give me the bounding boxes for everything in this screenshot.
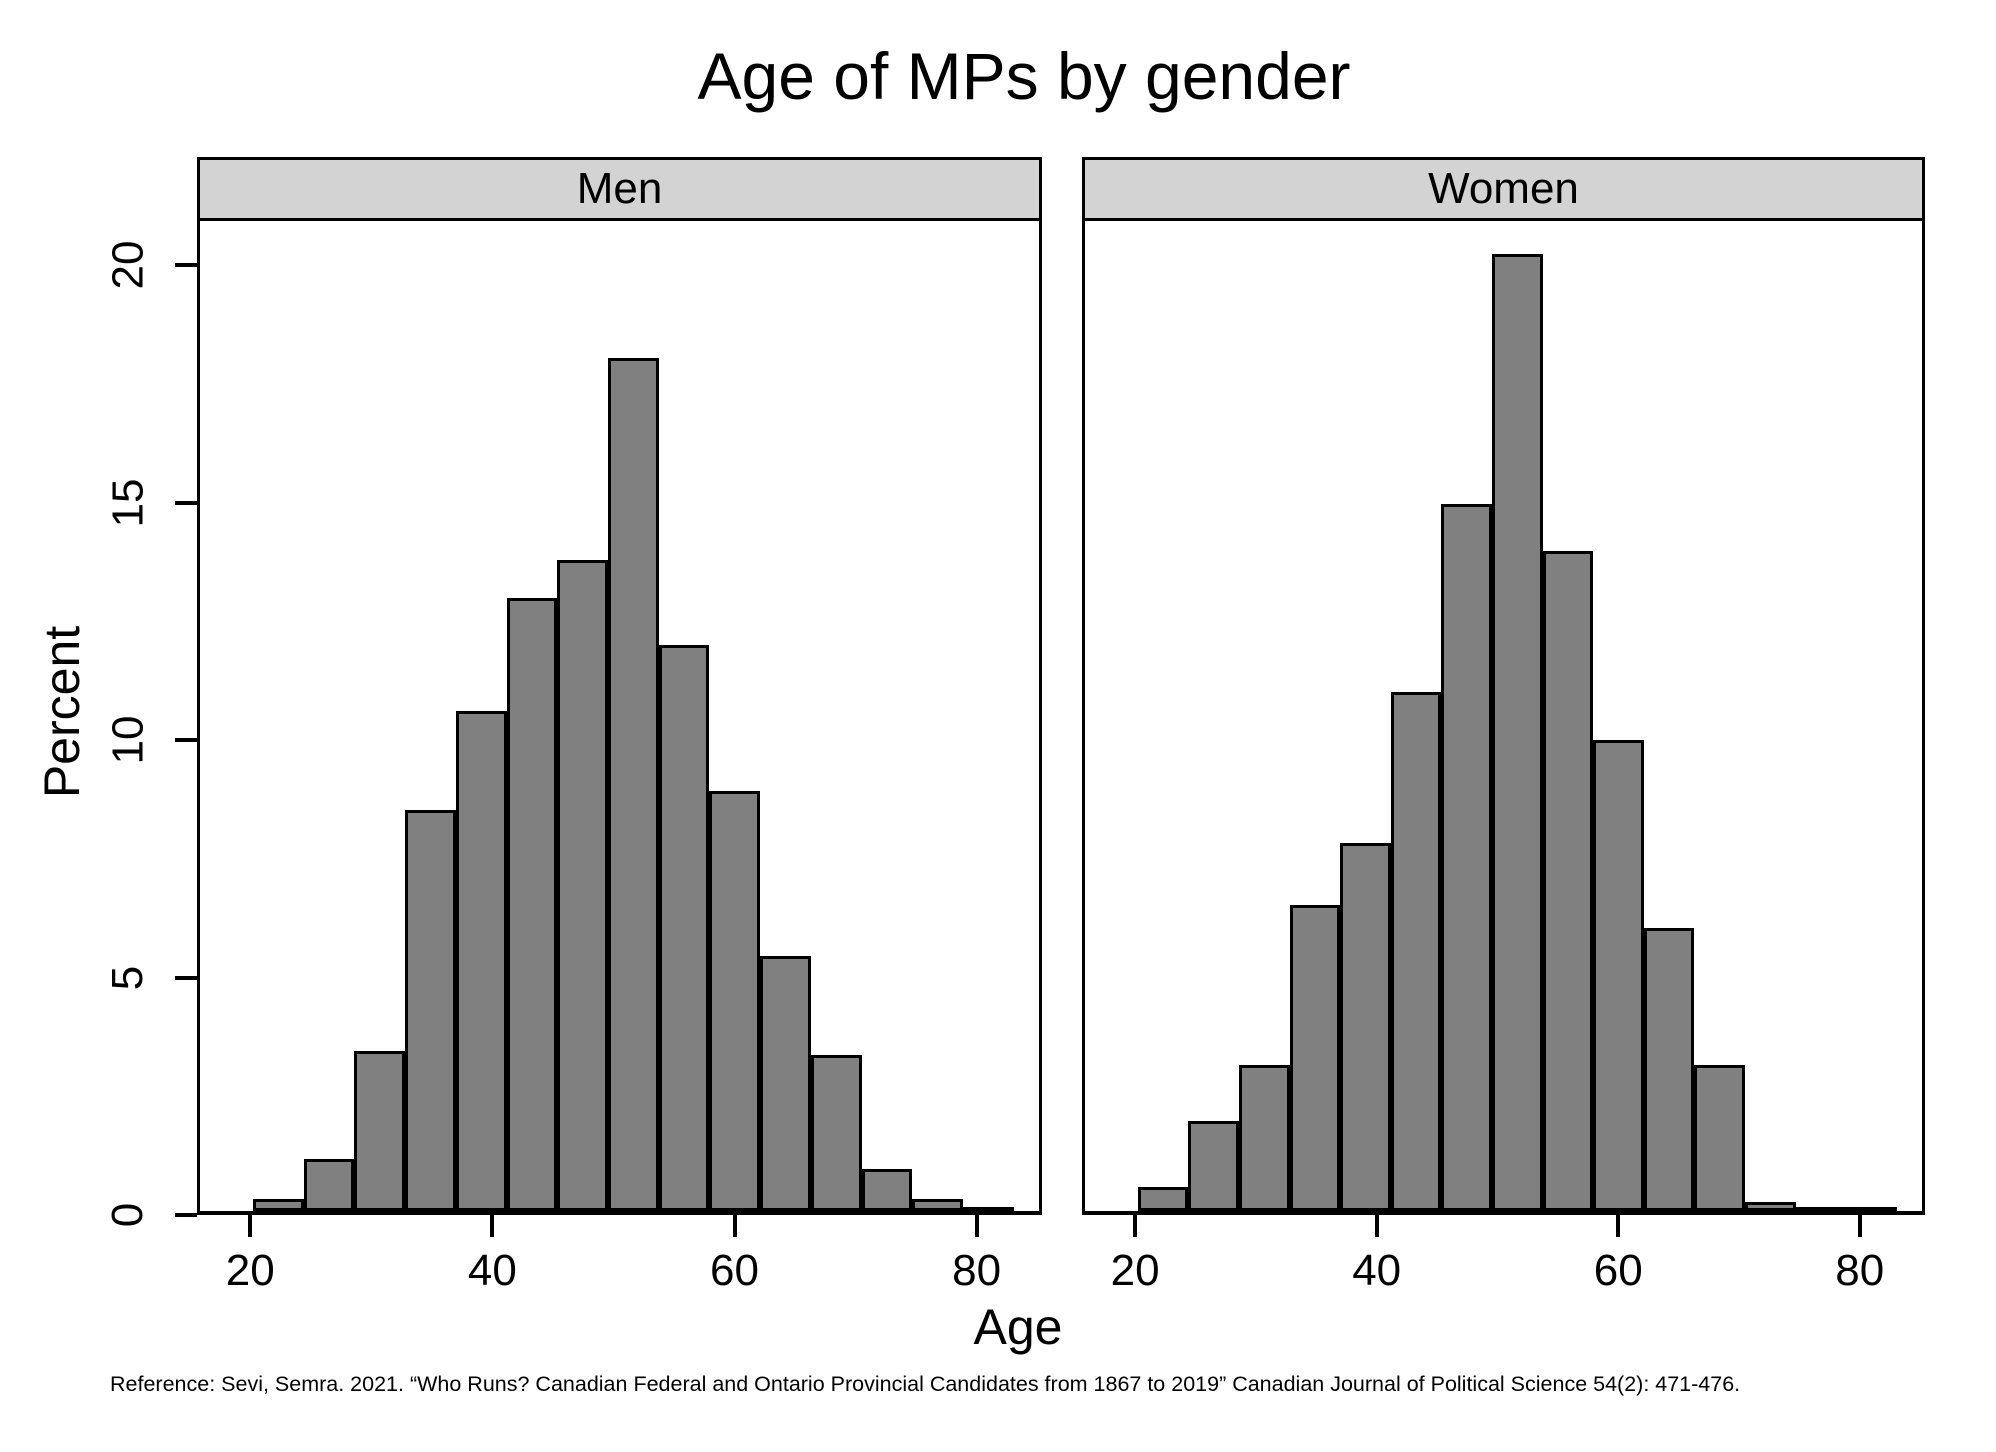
chart-title: Age of MPs by gender	[697, 39, 1351, 113]
x-tick-label: 60	[1593, 1246, 1643, 1295]
histogram-bar	[1846, 1207, 1897, 1211]
x-tick-label: 80	[1835, 1246, 1885, 1295]
y-tick-label: 10	[102, 715, 152, 765]
histogram-bar	[1390, 692, 1442, 1211]
histogram-bar	[658, 645, 710, 1211]
x-tick-label: 40	[467, 1246, 517, 1295]
histogram-bar	[1745, 1201, 1796, 1211]
histogram-bar	[861, 1168, 913, 1211]
facet-plot-men	[197, 218, 1042, 1215]
x-tick	[490, 1215, 495, 1237]
histogram-bar	[1542, 551, 1594, 1211]
histogram-bar	[303, 1159, 355, 1211]
y-tick	[175, 738, 197, 743]
histogram-bar	[252, 1199, 304, 1211]
facet-strip-men: Men	[197, 157, 1042, 223]
y-tick	[175, 500, 197, 505]
facet-label: Women	[1428, 164, 1579, 213]
x-tick	[732, 1215, 737, 1237]
x-tick-label: 20	[1110, 1246, 1160, 1295]
y-tick	[175, 1213, 197, 1217]
histogram-bar	[557, 560, 608, 1211]
y-tick-label: 20	[102, 240, 152, 290]
x-tick	[1133, 1215, 1138, 1237]
facet-plot-women	[1082, 218, 1925, 1215]
histogram-bar	[1441, 503, 1492, 1211]
histogram-bar	[1188, 1121, 1239, 1211]
histogram-bar	[1593, 739, 1644, 1211]
histogram-bar	[963, 1207, 1014, 1211]
histogram-bar	[1238, 1064, 1290, 1211]
y-tick	[175, 975, 197, 980]
x-tick	[1857, 1215, 1862, 1237]
facet-label: Men	[576, 164, 663, 213]
histogram-bar	[1340, 843, 1391, 1211]
y-tick-label: 5	[102, 965, 152, 990]
x-tick-label: 60	[710, 1246, 759, 1295]
y-tick-label-box: 5	[68, 918, 188, 1038]
x-tick	[248, 1215, 253, 1237]
histogram-bar	[354, 1050, 406, 1211]
y-tick-label-box: 10	[68, 680, 188, 800]
histogram-bar	[1643, 928, 1695, 1211]
y-tick	[175, 263, 197, 268]
histogram-bar	[607, 357, 659, 1211]
histogram-bar	[405, 810, 456, 1211]
x-tick-label: 80	[952, 1246, 1002, 1295]
y-tick-label-box: 20	[68, 205, 188, 325]
y-tick-label: 0	[102, 1202, 152, 1228]
x-axis-title: Age	[973, 1299, 1063, 1355]
x-tick	[1616, 1215, 1621, 1237]
histogram-bar	[810, 1055, 862, 1211]
y-tick-label: 15	[102, 478, 152, 528]
y-tick-label-box: 0	[68, 1155, 188, 1275]
reference-note: Reference: Sevi, Semra. 2021. “Who Runs?…	[110, 1372, 1741, 1396]
facet-strip-women: Women	[1082, 157, 1925, 223]
histogram-bar	[912, 1199, 964, 1211]
histogram-bar	[1289, 904, 1341, 1211]
histogram-bar	[1795, 1207, 1847, 1211]
x-tick-label: 20	[225, 1246, 275, 1295]
y-tick-label-box: 15	[68, 443, 188, 563]
histogram-bar	[1491, 254, 1543, 1211]
x-tick	[974, 1215, 979, 1237]
histogram-bar	[506, 598, 558, 1211]
x-tick-label: 40	[1352, 1246, 1402, 1295]
histogram-bar	[760, 956, 811, 1211]
histogram-bar	[1694, 1064, 1745, 1211]
x-tick	[1374, 1215, 1379, 1237]
histogram-bar	[709, 791, 761, 1211]
histogram-bar	[455, 711, 507, 1211]
histogram-bar	[1137, 1187, 1189, 1211]
